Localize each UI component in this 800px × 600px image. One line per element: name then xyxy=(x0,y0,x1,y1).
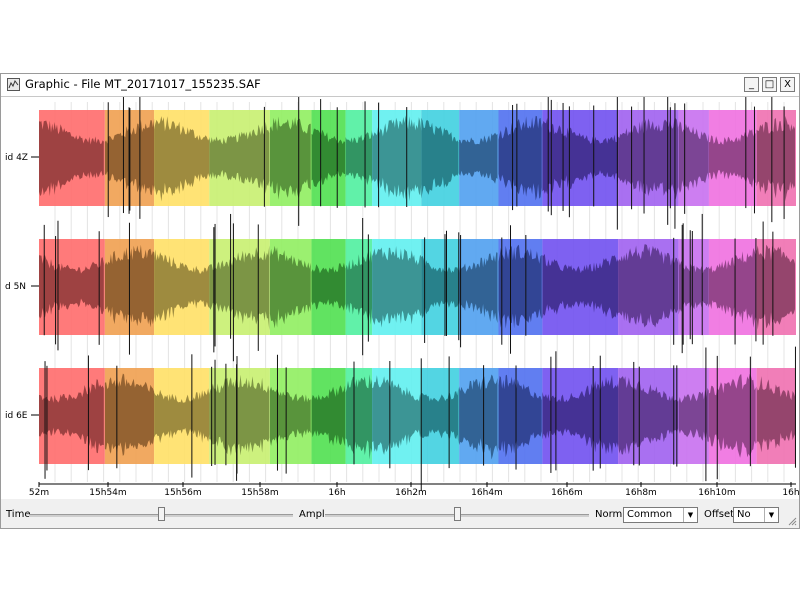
waveform-envelope xyxy=(154,388,210,443)
graph-app-icon xyxy=(7,78,20,91)
waveform-envelope xyxy=(498,374,542,458)
waveform-envelope xyxy=(756,376,795,453)
x-axis: 52m 15h54m 15h56m 15h58m 16h 16h2m 16h4m 16h6m 1… xyxy=(29,482,799,498)
trace-label: id 6E xyxy=(5,411,28,421)
waveform-envelope xyxy=(708,247,756,328)
x-tick-label: 15h58m xyxy=(241,488,278,498)
waveform-envelope xyxy=(618,244,679,328)
waveform-envelope xyxy=(459,132,498,184)
waveform-envelope xyxy=(542,253,618,319)
trace-label: id 4Z xyxy=(5,153,28,163)
chevron-down-icon[interactable]: ▼ xyxy=(764,508,778,522)
waveform-envelope xyxy=(345,250,372,325)
waveform-envelope xyxy=(678,258,709,315)
offset-select-value: No xyxy=(737,509,751,520)
x-tick-label: 15h54m xyxy=(89,488,126,498)
waveform-envelope xyxy=(372,375,422,455)
trace-1[interactable] xyxy=(39,97,796,230)
waveform-envelope xyxy=(542,117,618,195)
resize-grip-icon[interactable] xyxy=(787,516,797,526)
x-tick-label: 16h xyxy=(328,488,345,498)
maximize-button[interactable]: □ xyxy=(762,77,777,92)
chevron-down-icon[interactable]: ▼ xyxy=(683,508,697,522)
waveform-envelope xyxy=(209,121,270,194)
waveform-envelope xyxy=(421,117,459,199)
waveform-envelope xyxy=(269,116,311,200)
waveform-envelope xyxy=(459,374,498,460)
waveform-envelope xyxy=(269,245,311,329)
window-title: Graphic - File MT_20171017_155235.SAF xyxy=(25,77,261,91)
x-tick-label: 16h10m xyxy=(698,488,735,498)
waveform-envelope xyxy=(39,379,104,454)
waveform-envelope xyxy=(269,386,311,446)
waveform-envelope xyxy=(708,129,756,188)
waveform-envelope xyxy=(209,373,270,456)
waveform-envelope xyxy=(39,120,104,197)
x-tick-label: 52m xyxy=(29,488,49,498)
time-slider-thumb[interactable] xyxy=(158,507,165,521)
waveform-envelope xyxy=(678,387,709,442)
x-tick-label: 16h6m xyxy=(551,488,583,498)
waveform-envelope xyxy=(542,374,618,455)
offset-label: Offset xyxy=(704,509,735,520)
x-tick-label: 16h4m xyxy=(471,488,503,498)
norm-select[interactable]: Common ▼ xyxy=(623,507,698,523)
waveform-envelope xyxy=(345,374,372,460)
waveform-plot[interactable]: id 4Z d 5N id 6E 52m 15h54m 15h56m 15h58m 16h 16… xyxy=(1,97,799,499)
control-bar: Time Ampl. Norm. Common ▼ Offset No ▼ xyxy=(1,502,799,528)
norm-select-value: Common xyxy=(627,509,673,520)
waveform-chart[interactable]: id 4Z d 5N id 6E 52m 15h54m 15h56m 15h58m 16h 16… xyxy=(1,97,799,499)
trace-3[interactable] xyxy=(39,346,796,491)
x-tick-label: 16h xyxy=(782,488,799,498)
waveform-envelope xyxy=(618,118,679,200)
minimize-button[interactable]: _ xyxy=(744,77,759,92)
waveform-envelope xyxy=(311,385,346,447)
close-button[interactable]: X xyxy=(780,77,795,92)
waveform-envelope xyxy=(154,116,210,202)
waveform-envelope xyxy=(421,255,459,319)
waveform-envelope xyxy=(498,244,542,329)
waveform-envelope xyxy=(708,373,756,458)
waveform-envelope xyxy=(154,249,210,323)
waveform-envelope xyxy=(459,252,498,323)
title-bar[interactable]: Graphic - File MT_20171017_155235.SAF _ … xyxy=(1,74,799,97)
time-slider-label: Time xyxy=(6,509,31,520)
x-tick-label: 16h8m xyxy=(625,488,657,498)
trace-label: d 5N xyxy=(5,282,26,292)
graphic-window: Graphic - File MT_20171017_155235.SAF _ … xyxy=(0,73,800,529)
waveform-envelope xyxy=(498,115,542,201)
norm-label: Norm. xyxy=(595,509,626,520)
offset-select[interactable]: No ▼ xyxy=(733,507,779,523)
waveform-envelope xyxy=(756,115,795,202)
trace-2[interactable] xyxy=(39,213,796,362)
waveform-envelope xyxy=(104,373,155,456)
waveform-envelope xyxy=(372,246,422,328)
x-tick-label: 15h56m xyxy=(164,488,201,498)
waveform-envelope xyxy=(756,244,795,330)
ampl-slider-label: Ampl. xyxy=(299,509,328,520)
waveform-envelope xyxy=(209,245,270,331)
waveform-envelope xyxy=(372,115,422,202)
waveform-envelope xyxy=(618,376,679,455)
waveform-envelope xyxy=(311,128,346,187)
x-tick-label: 16h2m xyxy=(395,488,427,498)
ampl-slider-thumb[interactable] xyxy=(454,507,461,521)
waveform-envelope xyxy=(678,121,709,193)
waveform-envelope xyxy=(311,262,346,311)
